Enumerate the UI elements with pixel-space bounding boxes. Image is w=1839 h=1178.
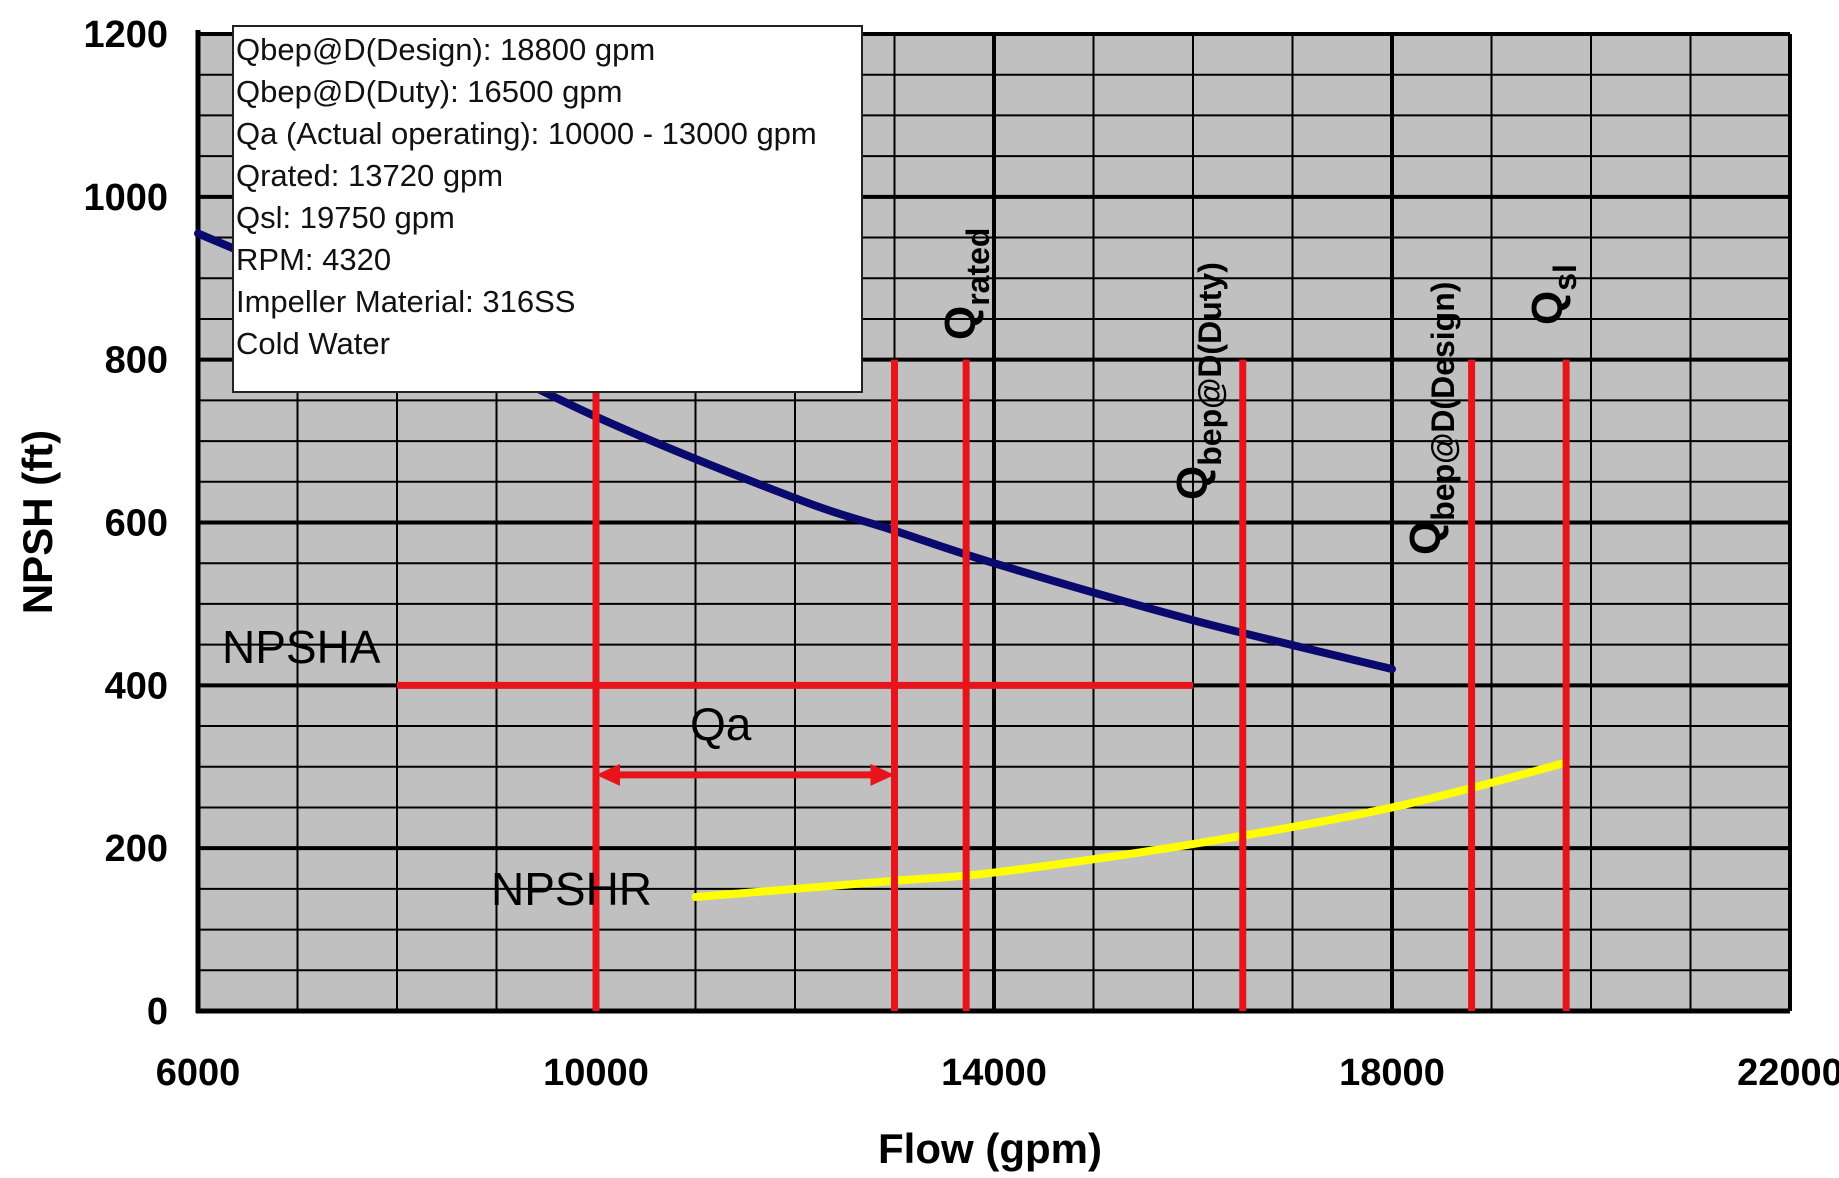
- info-box: Qbep@D(Design): 18800 gpm Qbep@D(Duty): 1…: [232, 25, 863, 393]
- info-line: Qa (Actual operating): 10000 - 13000 gpm: [236, 116, 817, 151]
- info-line: Qbep@D(Design): 18800 gpm: [236, 32, 655, 67]
- x-tick-label: 22000: [1737, 1052, 1839, 1094]
- x-tick-label: 10000: [543, 1052, 649, 1094]
- y-tick-label: 0: [147, 991, 168, 1033]
- info-line: Impeller Material: 316SS: [236, 284, 575, 319]
- info-line: Qrated: 13720 gpm: [236, 158, 503, 193]
- y-axis-label: NPSH (ft): [14, 430, 61, 614]
- x-tick-label: 14000: [941, 1052, 1047, 1094]
- y-tick-label: 1000: [83, 177, 168, 219]
- marker-label: Qrated: [936, 228, 996, 340]
- marker-labels: Qrated Qbep@D(Duty) Qbep@D(Design) Qsl: [936, 228, 1583, 555]
- y-axis-tick-labels: 0 200 400 600 800 1000 1200: [83, 14, 168, 1033]
- marker-label: Qbep@D(Design): [1401, 282, 1461, 555]
- x-axis-label: Flow (gpm): [878, 1125, 1102, 1172]
- info-line: RPM: 4320: [236, 242, 391, 277]
- qa-arrow-right: [870, 763, 895, 786]
- marker-label: Qbep@D(Duty): [1168, 262, 1228, 500]
- x-axis-tick-labels: 6000 10000 14000 18000 22000: [156, 1052, 1839, 1094]
- x-tick-label: 6000: [156, 1052, 241, 1094]
- x-tick-label: 18000: [1339, 1052, 1445, 1094]
- y-tick-label: 600: [105, 503, 168, 545]
- info-line: Cold Water: [236, 326, 390, 361]
- info-line: Qsl: 19750 gpm: [236, 200, 455, 235]
- y-tick-label: 1200: [83, 14, 168, 56]
- npshr-label: NPSHR: [491, 863, 652, 915]
- info-line: Qbep@D(Duty): 16500 gpm: [236, 74, 622, 109]
- series-line-npshr: [691, 758, 1571, 902]
- qa-label: Qa: [690, 698, 752, 750]
- y-tick-label: 400: [105, 665, 168, 707]
- qa-arrow-left: [596, 763, 620, 786]
- y-tick-label: 200: [105, 828, 168, 870]
- info-box-frame: [232, 25, 863, 393]
- npsha-label: NPSHA: [222, 621, 381, 673]
- marker-label: Qsl: [1523, 264, 1583, 325]
- vertical-markers: [397, 359, 1570, 1011]
- y-tick-label: 800: [105, 340, 168, 382]
